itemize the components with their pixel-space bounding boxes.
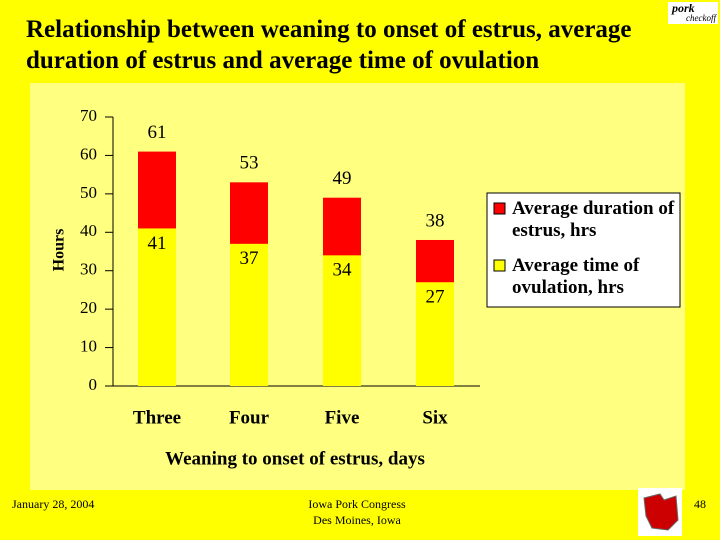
- value-label: 49: [333, 168, 352, 189]
- y-tick-label: 0: [89, 375, 98, 394]
- legend-label: Average duration of estrus, hrs: [512, 198, 675, 241]
- logo-bg: [668, 2, 718, 24]
- y-tick-label: 60: [80, 144, 97, 163]
- bar: [230, 243, 268, 386]
- y-tick-label: 20: [80, 298, 97, 317]
- x-tick-label: Five: [325, 407, 360, 428]
- y-tick-label: 50: [80, 183, 97, 202]
- legend-swatch: [493, 259, 506, 272]
- value-label: 38: [426, 210, 445, 231]
- x-tick-label: Four: [229, 407, 270, 428]
- x-axis-title: Weaning to onset of estrus, days: [165, 448, 425, 469]
- legend-entry: Average time of ovulation, hrs: [512, 255, 640, 298]
- legend-box: [486, 192, 681, 308]
- logo-text: checkoff: [686, 13, 717, 23]
- logo-text: pork: [671, 1, 695, 15]
- ohio-logo: [643, 493, 679, 531]
- footer-venue: Iowa Pork Congress: [308, 497, 406, 511]
- value-label: 41: [148, 233, 167, 254]
- chart-title: Relationship between weaning to onset of…: [26, 16, 632, 74]
- bar: [138, 228, 176, 386]
- page-number: 48: [694, 497, 706, 511]
- value-label: 27: [426, 287, 445, 308]
- y-tick-label: 10: [80, 336, 97, 355]
- value-label: 53: [240, 153, 259, 174]
- value-label: 37: [240, 248, 259, 269]
- y-tick-label: 30: [80, 260, 97, 279]
- value-label: 61: [148, 122, 167, 143]
- x-tick-label: Three: [133, 407, 181, 428]
- y-tick-label: 40: [80, 221, 97, 240]
- y-axis-title: Hours: [51, 229, 68, 272]
- bar: [416, 282, 454, 386]
- legend-swatch: [493, 202, 506, 215]
- x-tick-label: Six: [422, 407, 448, 428]
- legend-label: Average time of ovulation, hrs: [512, 255, 640, 298]
- bar: [323, 255, 361, 386]
- y-tick-label: 70: [80, 106, 97, 125]
- value-label: 34: [333, 260, 353, 281]
- footer-place: Des Moines, Iowa: [313, 513, 401, 527]
- legend-entry: Average duration of estrus, hrs: [512, 198, 675, 241]
- footer-date: January 28, 2004: [12, 497, 94, 511]
